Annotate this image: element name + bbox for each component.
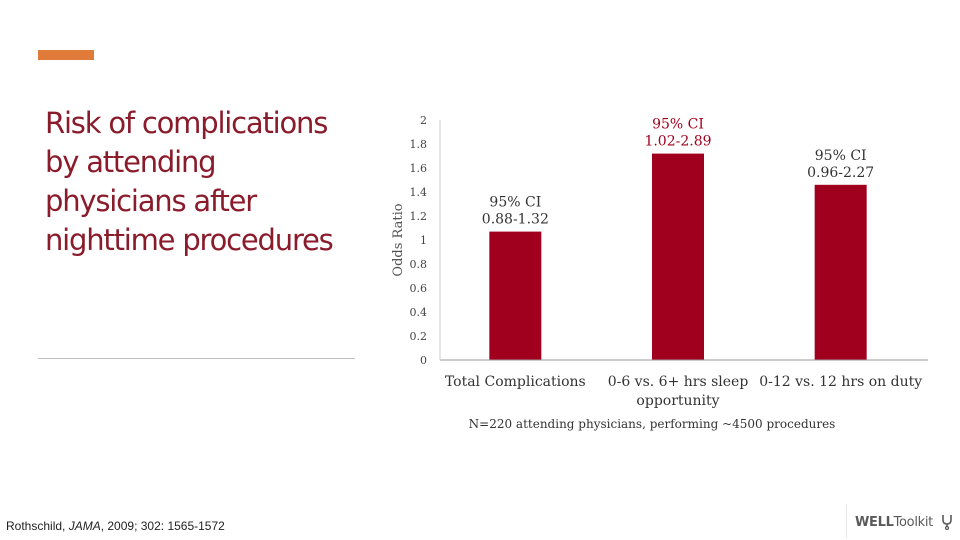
- logo-rest-part: Toolkit: [893, 515, 934, 530]
- bar-0: [489, 231, 542, 360]
- y-tick-label-3: 0.6: [410, 282, 428, 295]
- welltoolkit-logo: WELLToolkit: [846, 504, 957, 538]
- citation: Rothschild, JAMA, 2009; 302: 1565-1572: [6, 519, 225, 533]
- title-divider: [38, 358, 355, 359]
- bar-annotation-1-0: 95% CI: [652, 117, 704, 133]
- stethoscope-icon: [942, 515, 952, 530]
- bar-annotation-0-1: 0.88-1.32: [482, 212, 549, 228]
- slide-title: Risk of complications by attending physi…: [45, 106, 334, 257]
- y-tick-label-5: 1: [420, 234, 427, 247]
- bar-annotation-0-0: 95% CI: [489, 195, 541, 211]
- logo-bold-part: WELL: [855, 515, 894, 530]
- citation-details: , 2009; 302: 1565-1572: [100, 519, 225, 533]
- y-tick-label-0: 0: [420, 354, 427, 367]
- y-tick-label-4: 0.8: [410, 258, 428, 271]
- x-category-label-0-0: Total Complications: [445, 374, 586, 390]
- x-category-label-2-0: 0-12 vs. 12 hrs on duty: [759, 374, 922, 390]
- y-tick-label-10: 2: [420, 114, 427, 127]
- bar-annotation-2-1: 0.96-2.27: [807, 165, 874, 181]
- x-axis-title: N=220 attending physicians, performing ~…: [469, 417, 836, 431]
- citation-author: Rothschild,: [6, 519, 69, 533]
- y-tick-label-7: 1.4: [410, 186, 428, 199]
- bar-1: [652, 153, 704, 360]
- x-category-label-1-0: 0-6 vs. 6+ hrs sleep: [608, 374, 749, 390]
- bars: [489, 153, 867, 360]
- bar-annotation-1-1: 1.02-2.89: [644, 134, 711, 150]
- x-axis-labels: Total Complications 0-6 vs. 6+ hrs sleep o…: [445, 374, 922, 409]
- x-category-label-1-1: opportunity: [636, 393, 719, 409]
- bar-2: [814, 184, 867, 360]
- logo-wordmark: WELLToolkit: [855, 515, 933, 530]
- accent-bar: [38, 50, 94, 60]
- y-tick-label-1: 0.2: [410, 330, 428, 343]
- y-tick-label-9: 1.8: [410, 138, 428, 151]
- y-tick-label-2: 0.4: [410, 306, 428, 319]
- y-tick-label-6: 1.2: [410, 210, 428, 223]
- odds-ratio-bar-chart: 00.20.40.60.811.21.41.61.82 95% CI0.88-1…: [391, 114, 928, 431]
- y-axis-ticks: 0 0.2 0.4 0.6 0.8 1 1.2 1.4 1.6 1.8 2: [410, 114, 428, 367]
- y-tick-label-8: 1.6: [410, 162, 428, 175]
- y-axis-label: Odds Ratio: [391, 203, 406, 276]
- citation-journal: JAMA: [68, 519, 101, 533]
- bar-annotation-2-0: 95% CI: [815, 148, 867, 164]
